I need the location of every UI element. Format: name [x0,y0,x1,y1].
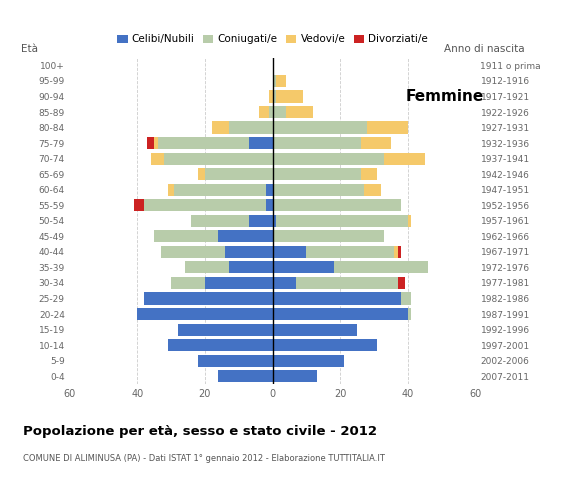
Bar [164,153,273,165]
Bar [158,137,249,149]
Bar [273,246,306,258]
Bar [273,339,378,351]
Text: Popolazione per età, sesso e stato civile - 2012: Popolazione per età, sesso e stato civil… [23,425,377,438]
Bar [205,277,273,289]
Bar [269,106,273,118]
Legend: Celibi/Nubili, Coniugati/e, Vedovi/e, Divorziati/e: Celibi/Nubili, Coniugati/e, Vedovi/e, Di… [113,30,432,48]
Bar [212,121,229,133]
Bar [276,75,286,87]
Bar [171,277,205,289]
Bar [273,75,276,87]
Bar [266,199,273,211]
Bar [306,246,394,258]
Text: Femmine: Femmine [405,89,484,104]
Bar [408,215,411,227]
Bar [137,308,273,320]
Bar [273,90,276,103]
Bar [408,308,411,320]
Bar [219,230,273,242]
Bar [168,184,175,196]
Bar [273,106,286,118]
Bar [273,262,333,274]
Bar [367,121,408,133]
Bar [249,215,273,227]
Bar [398,246,401,258]
Bar [249,137,273,149]
Bar [273,121,367,133]
Bar [273,308,408,320]
Bar [394,246,398,258]
Bar [134,199,144,211]
Bar [273,324,357,336]
Bar [401,292,411,305]
Bar [154,137,158,149]
Bar [273,184,364,196]
Bar [184,262,229,274]
Bar [147,137,154,149]
Bar [154,230,219,242]
Bar [286,106,313,118]
Bar [198,355,273,367]
Bar [273,355,343,367]
Bar [225,246,273,258]
Bar [273,168,361,180]
Bar [259,106,269,118]
Bar [229,121,273,133]
Bar [364,184,381,196]
Bar [296,277,398,289]
Bar [198,168,205,180]
Bar [175,184,266,196]
Bar [144,199,266,211]
Bar [219,370,273,382]
Bar [273,370,317,382]
Bar [273,153,384,165]
Bar [273,199,401,211]
Bar [229,262,273,274]
Text: Anno di nascita: Anno di nascita [444,44,524,54]
Bar [273,215,276,227]
Bar [178,324,273,336]
Bar [398,277,405,289]
Bar [334,262,428,274]
Bar [266,184,273,196]
Bar [269,90,273,103]
Bar [161,246,225,258]
Text: COMUNE DI ALIMINUSA (PA) - Dati ISTAT 1° gennaio 2012 - Elaborazione TUTTITALIA.: COMUNE DI ALIMINUSA (PA) - Dati ISTAT 1°… [23,454,385,463]
Bar [361,137,391,149]
Bar [205,168,273,180]
Text: Età: Età [21,44,38,54]
Bar [144,292,273,305]
Bar [151,153,164,165]
Bar [273,137,361,149]
Bar [273,230,384,242]
Bar [276,215,408,227]
Bar [384,153,425,165]
Bar [276,90,303,103]
Bar [361,168,378,180]
Bar [191,215,249,227]
Bar [168,339,273,351]
Bar [273,292,401,305]
Bar [273,277,296,289]
